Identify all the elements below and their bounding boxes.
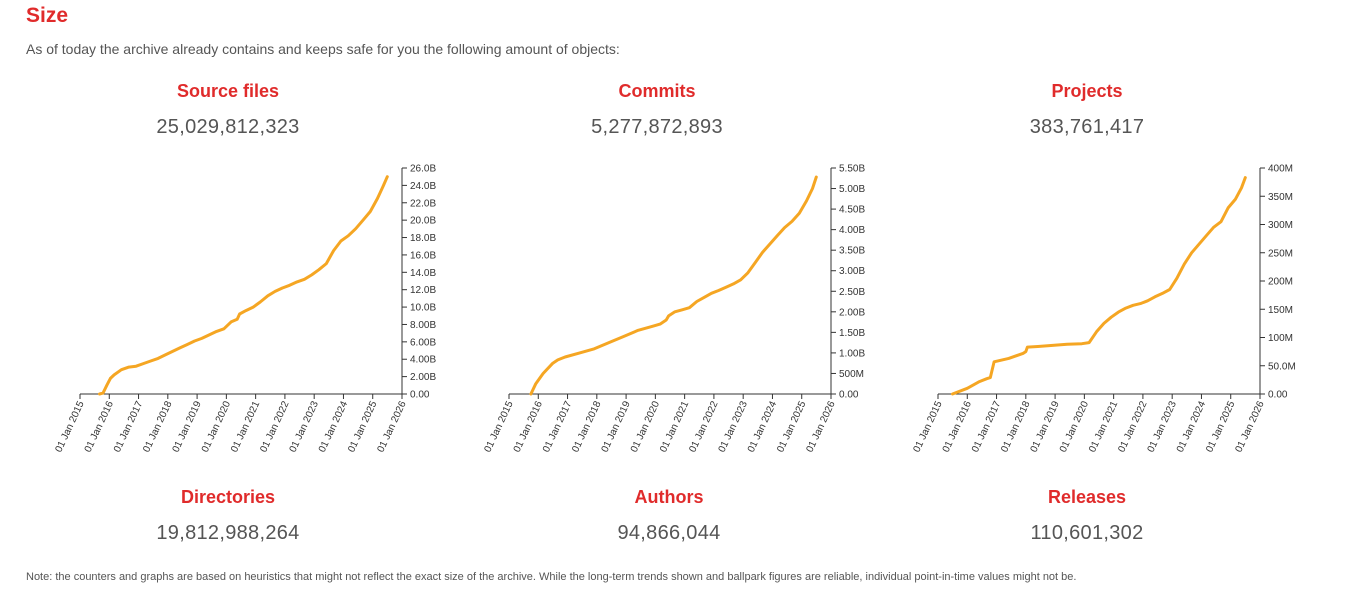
y-tick-label: 2.00B: [410, 372, 436, 383]
y-tick-label: 0.00: [410, 390, 430, 401]
x-tick-label: 01 Jan 2022: [1116, 399, 1149, 454]
stat-value: 383,761,417: [1029, 116, 1145, 138]
commits-chart: 0.00 500M 1.00B 1.50B 2.00B 2.50B 3.00B 3.50B 4.…: [482, 164, 865, 455]
x-tick-label: 01 Jan 2015: [482, 399, 515, 454]
y-tick-label: 1.50B: [839, 328, 865, 339]
x-tick-label: 01 Jan 2021: [658, 399, 691, 454]
x-tick-label: 01 Jan 2025: [775, 399, 808, 454]
y-tick-label: 5.50B: [839, 164, 865, 175]
y-tick-label: 4.00B: [839, 225, 865, 236]
y-tick-label: 2.50B: [839, 287, 865, 298]
stat-value: 110,601,302: [1030, 522, 1144, 544]
y-tick-label: 10.0B: [410, 303, 436, 314]
x-tick-label: 01 Jan 2017: [541, 399, 574, 454]
x-tick-label: 01 Jan 2018: [999, 399, 1032, 454]
x-tick-label: 01 Jan 2023: [1146, 399, 1179, 454]
x-tick-label: 01 Jan 2025: [346, 399, 379, 454]
y-tick-label: 350M: [1268, 192, 1293, 203]
x-tick-label: 01 Jan 2015: [911, 399, 944, 454]
y-tick-label: 4.00B: [410, 355, 436, 366]
stat-authors: Authors 94,866,044: [459, 484, 879, 545]
x-tick-label: 01 Jan 2019: [171, 399, 204, 454]
stat-label: Releases: [1047, 487, 1127, 507]
x-tick-label: 01 Jan 2017: [112, 399, 145, 454]
y-tick-label: 50.0M: [1268, 361, 1296, 372]
series-line: [951, 176, 1247, 396]
x-tick-label: 01 Jan 2016: [941, 399, 974, 454]
page-title: Size: [26, 4, 69, 27]
x-tick-label: 01 Jan 2022: [687, 399, 720, 454]
x-tick-label: 01 Jan 2026: [375, 399, 408, 454]
y-tick-label: 250M: [1268, 248, 1293, 259]
y-tick-label: 12.0B: [410, 285, 436, 296]
y-tick-label: 500M: [839, 369, 864, 380]
y-tick-label: 20.0B: [410, 216, 436, 227]
stat-label: Projects: [1051, 81, 1123, 101]
stat-projects: Projects 383,761,417: [877, 78, 1297, 139]
stat-label: Commits: [618, 81, 696, 101]
y-tick-label: 8.00B: [410, 320, 436, 331]
footnote: Note: the counters and graphs are based …: [26, 571, 1077, 583]
stat-directories: Directories 19,812,988,264: [18, 484, 438, 545]
x-tick-label: 01 Jan 2016: [512, 399, 545, 454]
x-tick-label: 01 Jan 2024: [1175, 399, 1208, 454]
stat-releases: Releases 110,601,302: [877, 484, 1297, 545]
y-tick-label: 5.00B: [839, 184, 865, 195]
x-tick-label: 01 Jan 2022: [258, 399, 291, 454]
y-tick-label: 4.50B: [839, 205, 865, 216]
y-tick-label: 150M: [1268, 305, 1293, 316]
stat-label: Source files: [176, 81, 280, 101]
projects-chart: 0.00 50.0M 100M 150M 200M 250M 300M 350M 400M 01 …: [911, 164, 1295, 455]
x-tick-label: 01 Jan 2020: [200, 399, 233, 454]
y-tick-label: 6.00B: [410, 337, 436, 348]
x-tick-label: 01 Jan 2026: [1233, 399, 1266, 454]
series-line: [529, 175, 818, 396]
x-tick-label: 01 Jan 2015: [53, 399, 86, 454]
series-line: [98, 175, 389, 396]
y-tick-label: 3.50B: [839, 246, 865, 257]
y-tick-label: 100M: [1268, 333, 1293, 344]
x-tick-label: 01 Jan 2019: [1029, 399, 1062, 454]
stat-label: Authors: [634, 487, 704, 507]
stat-value: 25,029,812,323: [156, 116, 300, 138]
stat-source-files: Source files 25,029,812,323: [18, 78, 438, 139]
y-tick-label: 3.00B: [839, 266, 865, 277]
x-tick-label: 01 Jan 2026: [804, 399, 837, 454]
x-tick-label: 01 Jan 2019: [600, 399, 633, 454]
x-tick-label: 01 Jan 2025: [1204, 399, 1237, 454]
y-tick-label: 300M: [1268, 220, 1293, 231]
intro-text: As of today the archive already contains…: [26, 41, 620, 57]
x-tick-label: 01 Jan 2016: [83, 399, 116, 454]
y-tick-label: 26.0B: [410, 164, 436, 175]
y-tick-label: 14.0B: [410, 268, 436, 279]
x-tick-label: 01 Jan 2017: [970, 399, 1003, 454]
x-tick-label: 01 Jan 2024: [746, 399, 779, 454]
y-tick-label: 2.00B: [839, 307, 865, 318]
stat-value: 5,277,872,893: [591, 116, 723, 138]
x-tick-label: 01 Jan 2021: [229, 399, 262, 454]
y-tick-label: 0.00: [1268, 390, 1288, 401]
stat-label: Directories: [180, 487, 276, 507]
x-tick-label: 01 Jan 2021: [1087, 399, 1120, 454]
stat-value: 94,866,044: [617, 522, 721, 544]
y-tick-label: 16.0B: [410, 250, 436, 261]
stat-commits: Commits 5,277,872,893: [447, 78, 867, 139]
x-tick-label: 01 Jan 2018: [570, 399, 603, 454]
y-tick-label: 0.00: [839, 390, 859, 401]
y-tick-label: 200M: [1268, 277, 1293, 288]
x-tick-label: 01 Jan 2023: [288, 399, 321, 454]
x-tick-label: 01 Jan 2020: [629, 399, 662, 454]
x-tick-label: 01 Jan 2020: [1058, 399, 1091, 454]
source-files-chart: 0.00 2.00B 4.00B 6.00B 8.00B 10.0B 12.0B 14.0B 1…: [53, 164, 436, 455]
x-tick-label: 01 Jan 2018: [141, 399, 174, 454]
y-tick-label: 1.00B: [839, 348, 865, 359]
y-tick-label: 18.0B: [410, 233, 436, 244]
y-tick-label: 400M: [1268, 164, 1293, 175]
stat-value: 19,812,988,264: [156, 522, 300, 544]
x-tick-label: 01 Jan 2023: [717, 399, 750, 454]
y-tick-label: 24.0B: [410, 181, 436, 192]
x-tick-label: 01 Jan 2024: [317, 399, 350, 454]
y-tick-label: 22.0B: [410, 198, 436, 209]
